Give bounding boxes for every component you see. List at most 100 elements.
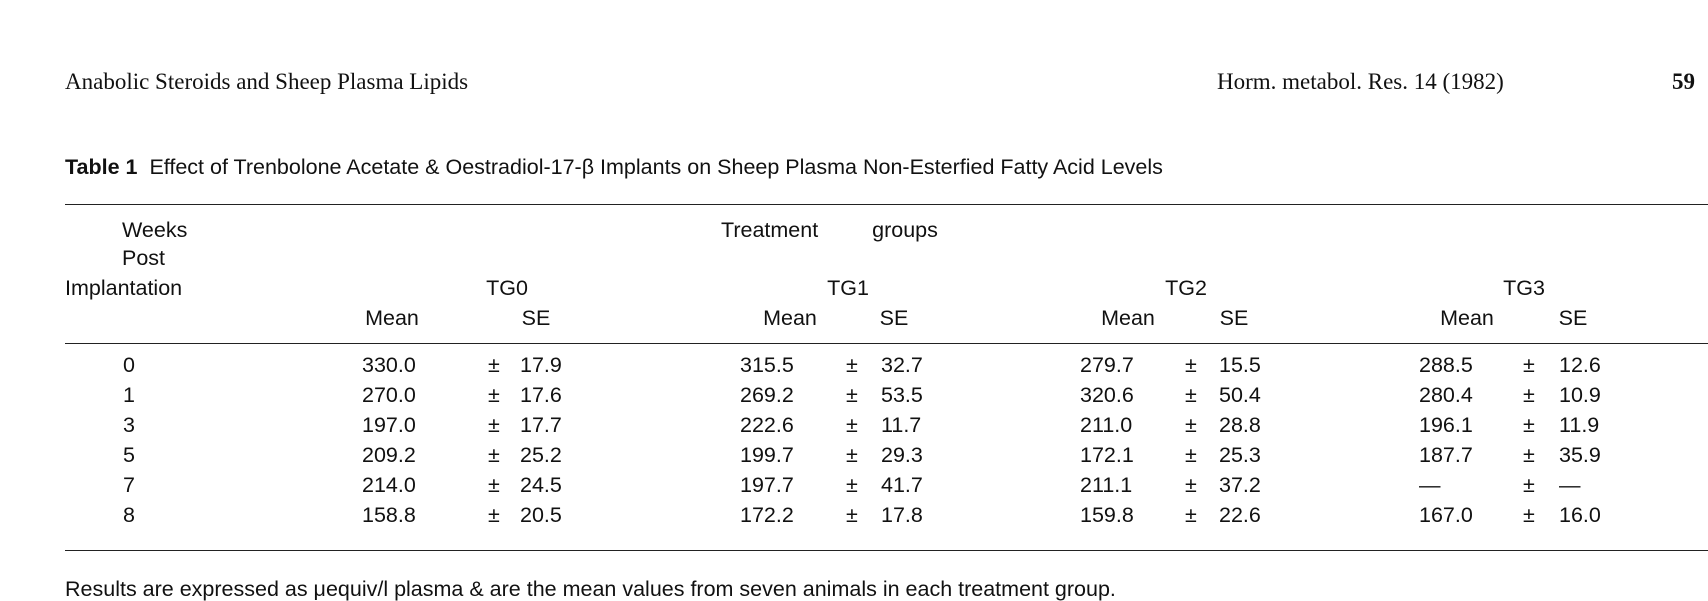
caption-label: Table 1: [65, 155, 138, 179]
table-caption: Table 1 Effect of Trenbolone Acetate & O…: [65, 155, 1163, 179]
mean-cell: 280.4: [1419, 383, 1473, 407]
mean-cell: 211.1: [1080, 473, 1133, 497]
plus-minus: ±: [1523, 443, 1535, 467]
plus-minus: ±: [488, 413, 500, 437]
week-cell: 1: [123, 383, 135, 407]
se-cell: 17.6: [520, 383, 562, 407]
plus-minus: ±: [1185, 353, 1197, 377]
se-cell: —: [1559, 473, 1581, 497]
mean-cell: 330.0: [362, 353, 416, 377]
plus-minus: ±: [1185, 383, 1197, 407]
caption-text: Effect of Trenbolone Acetate & Oestradio…: [149, 155, 1163, 179]
se-cell: 11.9: [1559, 413, 1600, 437]
se-cell: 41.7: [881, 473, 923, 497]
mean-cell: 222.6: [740, 413, 794, 437]
plus-minus: ±: [1523, 353, 1535, 377]
week-cell: 7: [123, 473, 135, 497]
plus-minus: ±: [846, 353, 858, 377]
page-number: 59: [1672, 69, 1695, 94]
week-cell: 0: [123, 353, 135, 377]
plus-minus: ±: [846, 383, 858, 407]
plus-minus: ±: [846, 473, 858, 497]
se-cell: 20.5: [520, 503, 562, 527]
bottom-rule: [65, 550, 1708, 551]
se-cell: 50.4: [1219, 383, 1261, 407]
se-header: SE: [1219, 306, 1249, 330]
se-cell: 24.5: [520, 473, 562, 497]
se-cell: 17.8: [881, 503, 923, 527]
mean-cell: 288.5: [1419, 353, 1473, 377]
se-cell: 17.9: [520, 353, 562, 377]
se-cell: 32.7: [881, 353, 923, 377]
se-cell: 16.0: [1559, 503, 1601, 527]
mean-header: Mean: [1440, 306, 1494, 330]
se-cell: 10.9: [1559, 383, 1601, 407]
se-cell: 35.9: [1559, 443, 1601, 467]
mean-cell: 167.0: [1419, 503, 1473, 527]
plus-minus: ±: [488, 473, 500, 497]
mean-cell: —: [1419, 473, 1441, 497]
mean-cell: 172.2: [740, 503, 794, 527]
top-rule: [65, 204, 1708, 205]
se-header: SE: [879, 306, 909, 330]
row-header: Weeks: [122, 218, 188, 242]
se-cell: 37.2: [1219, 473, 1261, 497]
group-header: TG0: [486, 276, 528, 300]
plus-minus: ±: [488, 353, 500, 377]
spanning-header: Treatment groups: [721, 218, 938, 242]
mean-cell: 172.1: [1080, 443, 1134, 467]
running-title: Anabolic Steroids and Sheep Plasma Lipid…: [65, 69, 469, 94]
group-header: TG1: [827, 276, 869, 300]
week-cell: 3: [123, 413, 135, 437]
plus-minus: ±: [1185, 443, 1197, 467]
mean-cell: 187.7: [1419, 443, 1473, 467]
mean-cell: 315.5: [740, 353, 794, 377]
mean-cell: 199.7: [740, 443, 794, 467]
plus-minus: ±: [846, 443, 858, 467]
week-cell: 5: [123, 443, 135, 467]
plus-minus: ±: [1185, 413, 1197, 437]
se-cell: 29.3: [881, 443, 923, 467]
se-cell: 53.5: [881, 383, 923, 407]
plus-minus: ±: [488, 503, 500, 527]
row-header: Post: [122, 246, 166, 270]
mean-cell: 269.2: [740, 383, 794, 407]
group-header: TG3: [1503, 276, 1545, 300]
journal-info: Horm. metabol. Res. 14 (1982): [1217, 69, 1504, 94]
plus-minus: ±: [1523, 383, 1535, 407]
plus-minus: ±: [1185, 503, 1197, 527]
mean-cell: 196.1: [1419, 413, 1473, 437]
group-header: TG2: [1165, 276, 1207, 300]
mean-cell: 214.0: [362, 473, 416, 497]
mean-cell: 320.6: [1080, 383, 1134, 407]
week-cell: 8: [123, 503, 135, 527]
header-rule: [65, 343, 1708, 344]
mean-cell: 197.7: [740, 473, 794, 497]
row-header: Implantation: [65, 276, 183, 300]
se-header: SE: [521, 306, 551, 330]
footnote: Results are expressed as μequiv/l plasma…: [65, 577, 1116, 601]
mean-header: Mean: [365, 306, 419, 330]
plus-minus: ±: [846, 503, 858, 527]
plus-minus: ±: [846, 413, 858, 437]
mean-cell: 211.0: [1080, 413, 1133, 437]
plus-minus: ±: [1185, 473, 1197, 497]
mean-cell: 197.0: [362, 413, 416, 437]
plus-minus: ±: [1523, 413, 1535, 437]
mean-cell: 159.8: [1080, 503, 1134, 527]
mean-cell: 209.2: [362, 443, 416, 467]
mean-cell: 279.7: [1080, 353, 1134, 377]
mean-cell: 158.8: [362, 503, 416, 527]
se-cell: 17.7: [520, 413, 562, 437]
se-header: SE: [1558, 306, 1588, 330]
se-cell: 22.6: [1219, 503, 1261, 527]
se-cell: 25.2: [520, 443, 562, 467]
se-cell: 28.8: [1219, 413, 1261, 437]
plus-minus: ±: [1523, 503, 1535, 527]
plus-minus: ±: [1523, 473, 1535, 497]
se-cell: 12.6: [1559, 353, 1601, 377]
mean-cell: 270.0: [362, 383, 416, 407]
mean-header: Mean: [1101, 306, 1155, 330]
se-cell: 25.3: [1219, 443, 1261, 467]
